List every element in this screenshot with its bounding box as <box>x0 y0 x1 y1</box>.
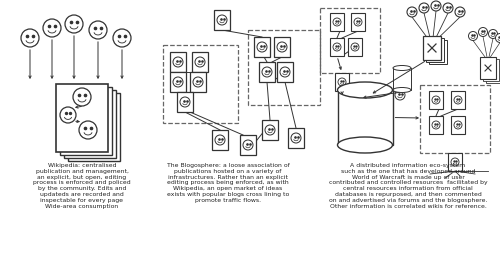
Circle shape <box>60 107 76 123</box>
Circle shape <box>395 90 405 100</box>
Bar <box>420 85 490 153</box>
Bar <box>64 90 116 158</box>
Bar <box>240 135 256 155</box>
Bar <box>163 45 238 123</box>
Circle shape <box>455 7 465 17</box>
Circle shape <box>217 15 227 25</box>
Circle shape <box>431 1 441 11</box>
Bar <box>288 128 304 148</box>
Bar <box>60 87 112 155</box>
Circle shape <box>419 3 429 13</box>
Ellipse shape <box>393 88 411 92</box>
Bar <box>335 73 349 91</box>
Ellipse shape <box>393 66 411 70</box>
Bar <box>320 8 380 73</box>
Circle shape <box>173 57 183 67</box>
Circle shape <box>468 32 477 40</box>
Circle shape <box>454 96 462 104</box>
Circle shape <box>113 29 131 47</box>
Bar <box>429 116 443 134</box>
Circle shape <box>333 18 341 26</box>
Bar <box>338 90 392 145</box>
Circle shape <box>89 21 107 39</box>
Text: Wikipedia: centralised
publication and management,
an explicit, but open, editin: Wikipedia: centralised publication and m… <box>33 163 131 208</box>
Circle shape <box>243 140 253 150</box>
Bar <box>330 13 344 31</box>
Bar <box>451 116 465 134</box>
Circle shape <box>262 67 272 77</box>
Bar <box>483 59 499 81</box>
Circle shape <box>215 135 225 145</box>
Circle shape <box>193 77 203 87</box>
Bar <box>214 10 230 30</box>
Bar <box>351 13 365 31</box>
Bar <box>480 57 496 79</box>
Bar <box>451 91 465 109</box>
Bar <box>262 120 278 140</box>
Circle shape <box>407 7 417 17</box>
Bar <box>212 130 228 150</box>
Circle shape <box>478 27 488 37</box>
Circle shape <box>351 43 359 51</box>
Ellipse shape <box>338 82 392 98</box>
Circle shape <box>277 42 287 52</box>
Circle shape <box>338 78 346 86</box>
Bar <box>274 37 290 57</box>
Bar <box>277 62 293 82</box>
Ellipse shape <box>338 137 392 153</box>
Circle shape <box>354 18 362 26</box>
Bar <box>330 38 344 56</box>
Circle shape <box>291 133 301 143</box>
Circle shape <box>73 88 91 106</box>
Bar <box>192 52 208 72</box>
Text: The Blogosphere: a loose association of
publications hosted on a variety of
infr: The Blogosphere: a loose association of … <box>166 163 290 203</box>
Bar <box>248 30 320 105</box>
Circle shape <box>443 3 453 13</box>
Bar <box>426 38 444 62</box>
Circle shape <box>432 121 440 129</box>
Bar <box>170 72 186 92</box>
Bar <box>177 92 193 112</box>
Bar <box>259 62 275 82</box>
Circle shape <box>257 42 267 52</box>
Bar <box>254 37 270 57</box>
Bar <box>56 84 108 152</box>
Circle shape <box>454 121 462 129</box>
Circle shape <box>280 67 290 77</box>
Circle shape <box>432 96 440 104</box>
Circle shape <box>65 15 83 33</box>
Circle shape <box>21 29 39 47</box>
Circle shape <box>496 33 500 42</box>
Circle shape <box>333 43 341 51</box>
Bar <box>429 40 447 64</box>
Text: A distributed information eco-system
such as the one that has developed around
W: A distributed information eco-system suc… <box>328 163 488 208</box>
Bar <box>190 72 206 92</box>
Circle shape <box>79 121 97 139</box>
Bar <box>170 52 186 72</box>
Bar <box>423 36 441 60</box>
Circle shape <box>488 30 498 39</box>
Circle shape <box>173 77 183 87</box>
Bar <box>429 91 443 109</box>
Circle shape <box>451 158 459 166</box>
Bar <box>486 61 500 83</box>
Circle shape <box>195 57 205 67</box>
Circle shape <box>180 97 190 107</box>
Circle shape <box>265 125 275 135</box>
Bar <box>448 153 462 171</box>
Bar <box>348 38 362 56</box>
Circle shape <box>43 19 61 37</box>
Bar <box>68 93 120 161</box>
Bar <box>393 68 411 90</box>
